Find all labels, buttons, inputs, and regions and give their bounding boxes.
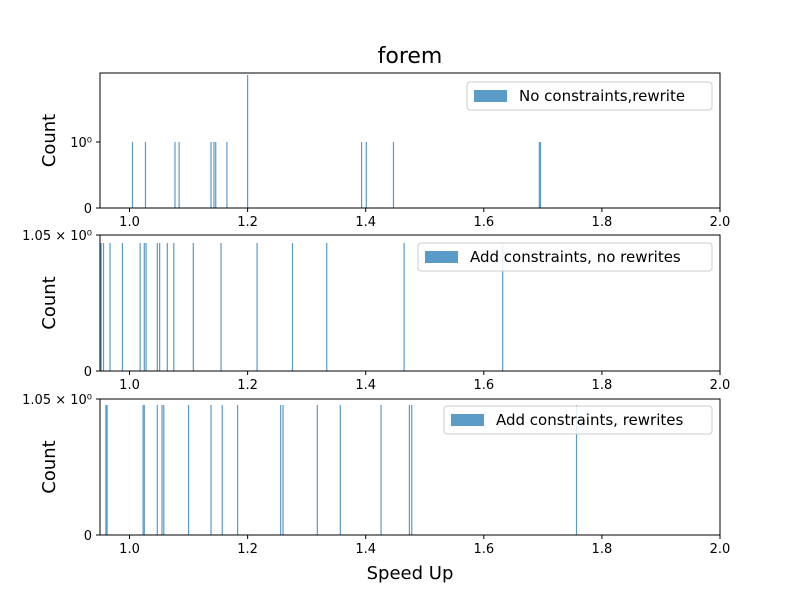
panel-add-constraints-rewrites: 1.0 1.2 1.4 1.6 1.8 2.0 0 1.05 × 10⁰ Count Add co… bbox=[22, 393, 730, 557]
bar-12 bbox=[538, 142, 540, 208]
bar-10 bbox=[236, 405, 239, 535]
y-tick-label: 1.05 × 10⁰ bbox=[22, 393, 92, 408]
bar-18 bbox=[575, 405, 578, 535]
x-tick-label: 1.0 bbox=[119, 215, 140, 230]
bar-12 bbox=[282, 405, 284, 535]
x-tick-label: 1.6 bbox=[473, 542, 494, 557]
bar-14 bbox=[339, 405, 341, 535]
bar-6 bbox=[145, 243, 147, 371]
bar-7 bbox=[226, 142, 228, 208]
bar-16 bbox=[408, 405, 411, 535]
x-tick-label: 1.0 bbox=[119, 542, 140, 557]
y-axis-label: Count bbox=[39, 440, 60, 493]
bar-3 bbox=[121, 243, 124, 371]
bar-11 bbox=[280, 405, 282, 535]
x-axis-label: Speed Up bbox=[367, 563, 454, 584]
y-tick-label: 0 bbox=[84, 529, 92, 544]
bar-9 bbox=[221, 405, 223, 535]
legend-swatch bbox=[451, 414, 484, 426]
y-tick-label: 1.05 × 10⁰ bbox=[22, 229, 92, 244]
legend: No constraints,rewrite bbox=[466, 81, 713, 111]
x-tick-label: 1.4 bbox=[355, 542, 376, 557]
bar-4 bbox=[156, 405, 158, 535]
bar-10 bbox=[173, 243, 175, 371]
figure-title: forem bbox=[378, 44, 443, 69]
bar-2 bbox=[109, 243, 111, 371]
bar-5 bbox=[161, 405, 163, 535]
panel-add-constraints-no-rewrites: 1.0 1.2 1.4 1.6 1.8 2.0 0 1.05 × 10⁰ Count Add co… bbox=[22, 229, 730, 393]
bar-5 bbox=[213, 142, 215, 208]
bar-8 bbox=[247, 75, 249, 208]
bar-1 bbox=[144, 142, 147, 208]
bar-0 bbox=[105, 405, 107, 535]
y-tick-label: 0 bbox=[84, 202, 92, 217]
legend-label: Add constraints, no rewrites bbox=[470, 248, 681, 266]
plot-frame bbox=[99, 234, 721, 372]
y-tick-label: 10⁰ bbox=[70, 136, 92, 151]
bar-16 bbox=[403, 243, 405, 371]
x-tick-label: 2.0 bbox=[710, 542, 731, 557]
panel-no-constraints-rewrite: 1.0 1.2 1.4 1.6 1.8 2.0 0 10⁰ Count No constraint… bbox=[39, 72, 731, 230]
bar-6 bbox=[163, 405, 165, 535]
bar-2 bbox=[174, 142, 176, 208]
x-tick-label: 1.4 bbox=[355, 378, 376, 393]
x-tick-label: 1.4 bbox=[355, 215, 376, 230]
bar-1 bbox=[106, 405, 108, 535]
bar-13 bbox=[256, 243, 258, 371]
bar-15 bbox=[326, 243, 328, 371]
bar-8 bbox=[159, 243, 161, 371]
x-tick-label: 1.8 bbox=[592, 215, 613, 230]
y-tick-label: 0 bbox=[84, 365, 92, 380]
bar-1 bbox=[102, 243, 105, 371]
legend-label: Add constraints, rewrites bbox=[496, 411, 683, 429]
x-tick-label: 1.0 bbox=[119, 378, 140, 393]
bar-7 bbox=[187, 405, 190, 535]
bar-0 bbox=[131, 142, 134, 208]
bar-8 bbox=[210, 405, 212, 535]
x-tick-label: 2.0 bbox=[710, 215, 731, 230]
x-tick-label: 1.8 bbox=[592, 542, 613, 557]
legend: Add constraints, rewrites bbox=[443, 405, 713, 435]
bar-4 bbox=[210, 142, 212, 208]
plot-frame bbox=[99, 72, 721, 209]
bar-17 bbox=[411, 405, 413, 535]
bar-9 bbox=[166, 243, 168, 371]
bar-14 bbox=[291, 243, 294, 371]
bar-4 bbox=[139, 243, 141, 371]
legend-swatch bbox=[474, 90, 507, 102]
bar-2 bbox=[142, 405, 144, 535]
bar-11 bbox=[192, 243, 194, 371]
y-axis-label: Count bbox=[39, 276, 60, 329]
legend-box bbox=[466, 81, 713, 111]
legend-box bbox=[443, 405, 713, 435]
legend-swatch bbox=[425, 251, 458, 263]
x-tick-label: 1.2 bbox=[237, 215, 258, 230]
bar-0 bbox=[100, 243, 102, 371]
x-tick-label: 1.6 bbox=[473, 378, 494, 393]
bar-13 bbox=[539, 142, 542, 208]
bar-7 bbox=[156, 243, 158, 371]
bar-9 bbox=[360, 142, 363, 208]
bar-15 bbox=[380, 405, 382, 535]
y-axis-label: Count bbox=[39, 114, 60, 167]
x-tick-label: 1.2 bbox=[237, 378, 258, 393]
legend-label: No constraints,rewrite bbox=[519, 87, 685, 105]
bar-17 bbox=[502, 243, 504, 371]
legend-box bbox=[417, 242, 713, 272]
x-tick-label: 1.8 bbox=[592, 378, 613, 393]
plot-frame bbox=[99, 398, 721, 536]
bar-6 bbox=[215, 142, 217, 208]
bar-3 bbox=[178, 142, 180, 208]
bar-13 bbox=[316, 405, 318, 535]
bar-3 bbox=[143, 405, 145, 535]
bar-10 bbox=[365, 142, 367, 208]
x-tick-label: 2.0 bbox=[710, 378, 731, 393]
bar-5 bbox=[143, 243, 145, 371]
bar-12 bbox=[220, 243, 222, 371]
legend: Add constraints, no rewrites bbox=[417, 242, 713, 272]
x-tick-label: 1.6 bbox=[473, 215, 494, 230]
x-tick-label: 1.2 bbox=[237, 542, 258, 557]
bar-11 bbox=[392, 142, 395, 208]
